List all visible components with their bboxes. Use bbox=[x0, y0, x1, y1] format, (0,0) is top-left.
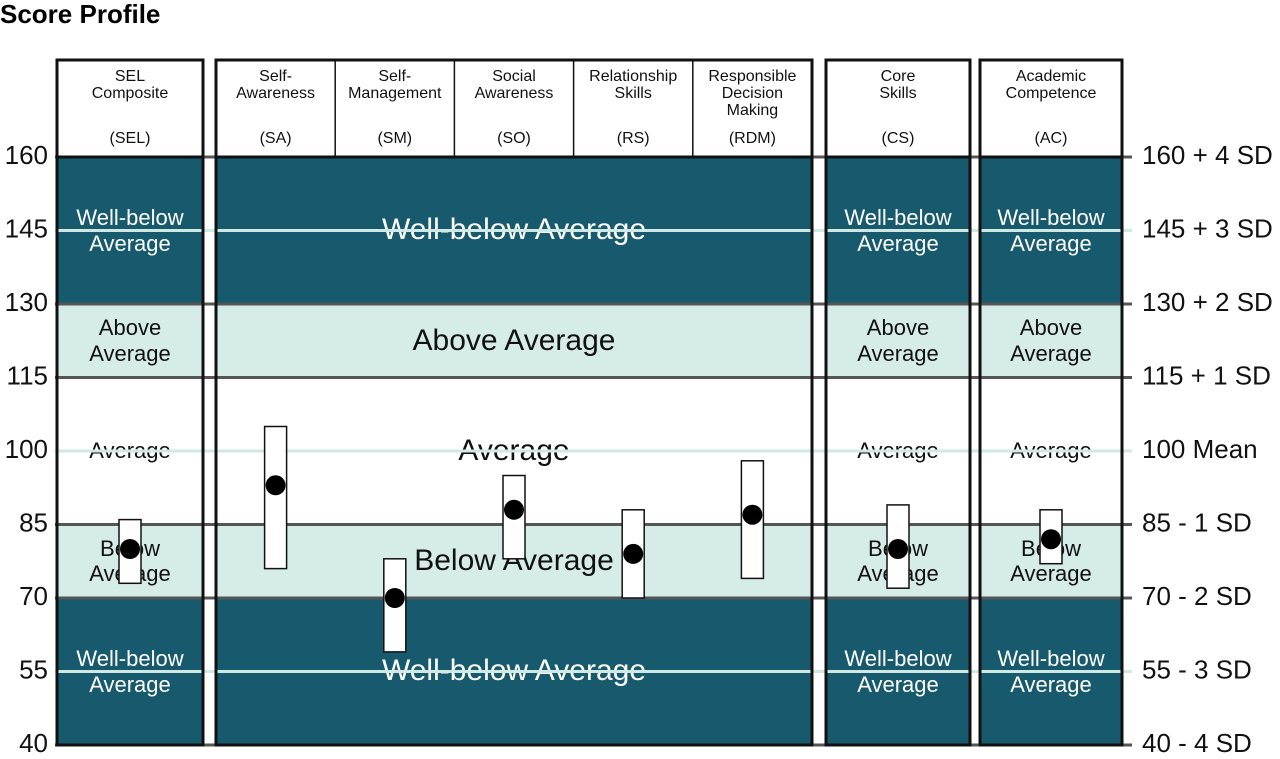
band bbox=[216, 304, 812, 378]
scale-abbr: (SEL) bbox=[110, 130, 151, 147]
band-label-box: Well-below Average bbox=[844, 205, 952, 256]
score-point bbox=[384, 588, 405, 608]
band-label: Well-below Average bbox=[76, 646, 184, 697]
band-label-box: Above Average bbox=[857, 315, 939, 366]
band-label: Well-below Average bbox=[997, 646, 1105, 697]
y2-tick-label: 115 + 1 SD bbox=[1142, 360, 1271, 390]
y-tick-label: 100 bbox=[5, 434, 48, 464]
band-label: Above Average bbox=[857, 315, 939, 366]
band-label-box: Above Average bbox=[412, 323, 616, 357]
scale-name: Awareness bbox=[236, 85, 315, 102]
scale-name: Relationship bbox=[589, 68, 677, 85]
score-point bbox=[504, 499, 524, 520]
score-point bbox=[120, 539, 140, 559]
band-label: Well-below Average bbox=[844, 646, 952, 697]
confidence-interval bbox=[263, 425, 288, 570]
scale-abbr: (RDM) bbox=[729, 130, 776, 147]
score-point bbox=[742, 504, 763, 525]
score-point bbox=[265, 475, 286, 496]
scale-name: Responsible bbox=[708, 68, 796, 85]
header-box bbox=[55, 58, 205, 159]
band-label-box: Above Average bbox=[1010, 315, 1092, 366]
score-point bbox=[1041, 529, 1061, 550]
scale-abbr: (SO) bbox=[497, 130, 531, 147]
y-tick-label: 40 bbox=[19, 728, 48, 758]
band-label-box: Well-below Average bbox=[76, 646, 184, 697]
y2-tick-label: 55 - 3 SD bbox=[1142, 654, 1252, 684]
page-title: Score Profile bbox=[0, 0, 160, 29]
y-tick-label: 160 bbox=[5, 140, 48, 170]
scale-abbr: (RS) bbox=[617, 130, 650, 147]
y2-tick-label: 100 Mean bbox=[1142, 434, 1258, 464]
scale-abbr: (CS) bbox=[882, 130, 915, 147]
band-label: Above Average bbox=[1010, 315, 1092, 366]
band bbox=[980, 304, 1122, 378]
band-label-box: Well-below Average bbox=[997, 646, 1105, 697]
y2-tick-label: 70 - 2 SD bbox=[1142, 581, 1252, 611]
scale-name: Management bbox=[348, 85, 442, 102]
header-box bbox=[824, 58, 972, 159]
scale-name: Making bbox=[727, 102, 779, 119]
scale-name: Awareness bbox=[475, 85, 554, 102]
band-label: Above Average bbox=[89, 315, 171, 366]
scale-name: Academic bbox=[1016, 68, 1086, 85]
band-label-box: Well-below Average bbox=[844, 646, 952, 697]
scale-name: SEL bbox=[115, 68, 145, 85]
y2-tick-label: 160 + 4 SD bbox=[1142, 140, 1273, 170]
score-point bbox=[623, 543, 644, 564]
y-tick-label: 130 bbox=[5, 287, 48, 317]
scale-name: Self- bbox=[259, 68, 292, 85]
y-tick-label: 115 bbox=[7, 360, 48, 390]
header-box bbox=[214, 58, 814, 159]
y-tick-label: 70 bbox=[19, 581, 48, 611]
scale-name: Skills bbox=[879, 85, 916, 102]
scale-abbr: (SM) bbox=[377, 130, 412, 147]
band bbox=[826, 304, 970, 378]
y2-tick-label: 130 + 2 SD bbox=[1142, 287, 1273, 317]
scale-name: Social bbox=[492, 68, 536, 85]
scale-abbr: (AC) bbox=[1035, 130, 1068, 147]
y2-tick-label: 85 - 1 SD bbox=[1142, 507, 1252, 537]
y2-tick-label: 145 + 3 SD bbox=[1142, 213, 1273, 243]
scale-name: Core bbox=[881, 68, 916, 85]
band-label-box: Well-below Average bbox=[76, 205, 184, 256]
y-tick-label: 55 bbox=[19, 654, 48, 684]
scale-name: Composite bbox=[92, 85, 169, 102]
y2-tick-label: 40 - 4 SD bbox=[1142, 728, 1252, 758]
band bbox=[57, 304, 203, 378]
scale-name: Competence bbox=[1006, 85, 1097, 102]
scale-name: Decision bbox=[722, 85, 783, 102]
band-label: Above Average bbox=[412, 323, 616, 357]
scale-name: Skills bbox=[615, 85, 652, 102]
band-label-box: Above Average bbox=[89, 315, 171, 366]
scale-name: Self- bbox=[378, 68, 411, 85]
header-box bbox=[978, 58, 1124, 159]
scale-abbr: (SA) bbox=[260, 130, 292, 147]
band-label: Well-below Average bbox=[844, 205, 952, 256]
band-label: Well-below Average bbox=[997, 205, 1105, 256]
y-tick-label: 145 bbox=[5, 213, 48, 243]
score-point bbox=[888, 539, 908, 559]
y-tick-label: 85 bbox=[19, 507, 48, 537]
band-label-box: Well-below Average bbox=[997, 205, 1105, 256]
band-label: Well-below Average bbox=[76, 205, 184, 256]
